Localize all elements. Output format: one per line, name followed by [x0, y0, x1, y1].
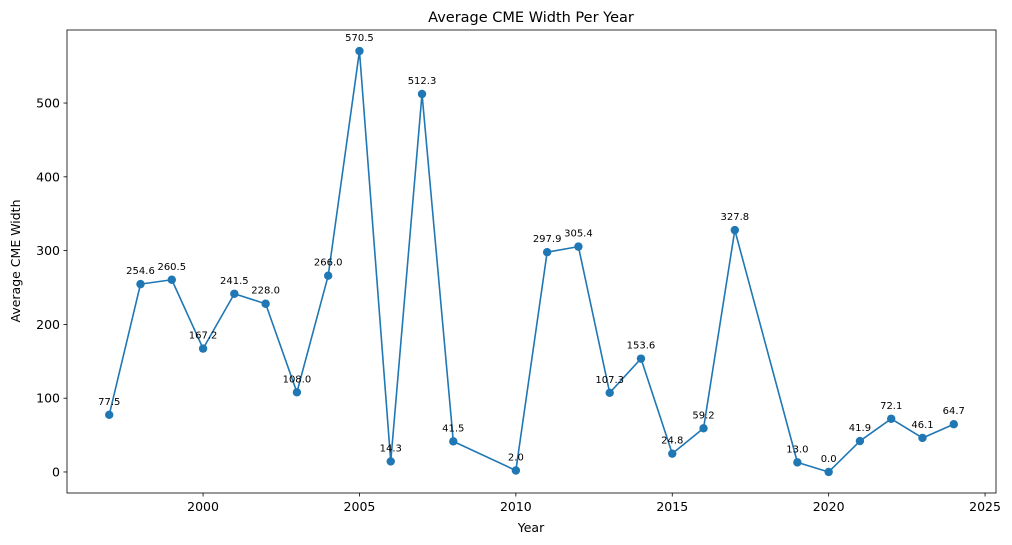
x-tick-label: 2015 [656, 499, 688, 514]
data-label: 14.3 [380, 443, 402, 454]
data-label: 327.8 [720, 212, 749, 223]
data-label: 0.0 [821, 454, 837, 465]
data-point [793, 458, 802, 467]
data-point [386, 457, 395, 466]
data-point [699, 424, 708, 433]
data-point [636, 354, 646, 363]
series-line [108, 50, 955, 473]
data-label: 167.2 [189, 331, 218, 342]
data-label: 260.5 [157, 262, 186, 273]
data-label: 24.8 [661, 436, 683, 447]
y-tick-label: 200 [36, 317, 60, 332]
data-label: 570.5 [345, 33, 374, 44]
data-point [574, 242, 583, 251]
data-label: 41.5 [442, 423, 464, 434]
x-axis: 2000 2005 2010 2015 2020 2025 [187, 493, 1001, 514]
data-label: 241.5 [220, 276, 249, 287]
x-tick-label: 2005 [344, 499, 376, 514]
data-label: 46.1 [911, 420, 933, 431]
data-label: 2.0 [508, 452, 524, 463]
x-tick-label: 2020 [813, 499, 845, 514]
data-point [136, 279, 145, 289]
y-tick-label: 300 [36, 243, 60, 258]
data-point [730, 225, 740, 235]
data-point [261, 299, 270, 308]
data-label: 77.5 [98, 397, 120, 408]
data-point [167, 275, 176, 284]
y-tick-label: 500 [36, 96, 60, 111]
y-axis-label: Average CME Width [8, 199, 23, 322]
data-label: 305.4 [564, 229, 593, 240]
data-point [949, 420, 958, 429]
data-point [887, 414, 896, 423]
data-point [542, 247, 552, 257]
data-point [668, 449, 677, 458]
data-point [417, 89, 427, 99]
data-label: 108.0 [283, 374, 312, 385]
x-axis-label: Year [517, 520, 545, 535]
data-label: 59.2 [692, 410, 714, 421]
data-point [230, 289, 239, 298]
data-label: 266.0 [314, 258, 343, 269]
data-point [918, 433, 927, 443]
data-point [605, 388, 614, 398]
y-tick-label: 0 [52, 464, 60, 479]
data-point [855, 436, 865, 446]
data-label: 72.1 [880, 401, 902, 412]
data-point [511, 466, 521, 475]
x-tick-label: 2025 [969, 499, 1001, 514]
data-label: 64.7 [943, 406, 965, 417]
data-label: 41.9 [849, 423, 871, 434]
y-tick-label: 100 [36, 391, 60, 406]
y-tick-label: 400 [36, 169, 60, 184]
data-label: 228.0 [251, 286, 280, 297]
data-point [198, 344, 208, 353]
data-label: 297.9 [533, 234, 562, 245]
data-point [292, 388, 302, 397]
data-label: 254.6 [126, 266, 155, 277]
data-label: 13.0 [786, 444, 808, 455]
x-tick-label: 2000 [187, 499, 219, 514]
y-axis: 0 100 200 300 400 500 [36, 96, 67, 479]
data-point [449, 437, 458, 446]
data-point [323, 271, 333, 280]
data-label: 153.6 [627, 341, 656, 352]
data-label: 107.3 [595, 375, 624, 386]
plot-frame [66, 29, 997, 494]
data-label: 512.3 [408, 76, 437, 87]
x-tick-label: 2010 [500, 499, 532, 514]
data-point [355, 46, 364, 56]
data-point [105, 410, 114, 419]
chart-title: Average CME Width Per Year [428, 10, 634, 26]
data-point [824, 467, 833, 477]
